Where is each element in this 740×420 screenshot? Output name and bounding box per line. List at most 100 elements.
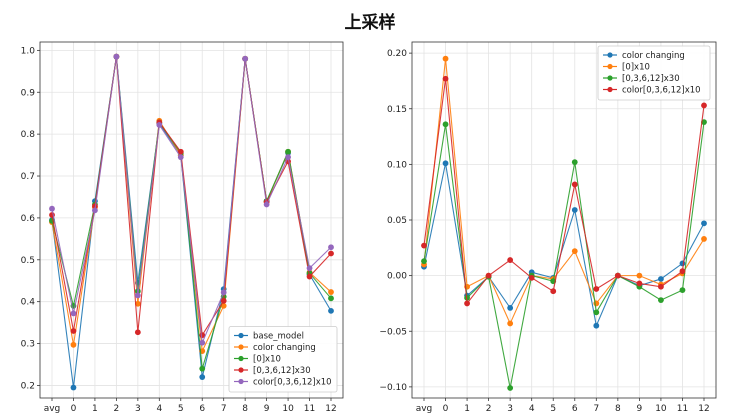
y-tick-label: 0.00	[387, 272, 407, 282]
data-point	[285, 154, 291, 161]
data-point	[134, 300, 141, 307]
x-tick-label: 3	[135, 404, 141, 414]
legend-label: base_model	[253, 332, 304, 342]
data-point	[485, 272, 492, 279]
data-point	[593, 322, 600, 329]
data-point	[593, 309, 600, 316]
data-point	[92, 203, 98, 210]
legend-label: color changing	[622, 51, 685, 61]
legend-label: color[0,3,6,12]x10	[622, 86, 701, 96]
legend-box	[597, 45, 711, 101]
legend-swatch-marker	[607, 86, 613, 93]
legend-label: [0]x10	[622, 63, 650, 73]
x-tick-label: 1	[92, 404, 98, 414]
x-tick-label: 9	[637, 404, 643, 414]
data-point	[614, 272, 621, 279]
data-point	[421, 242, 427, 249]
x-tick-label: 3	[507, 404, 513, 414]
data-point	[679, 260, 686, 267]
x-tick-label: 11	[677, 404, 688, 414]
data-point	[70, 328, 77, 334]
data-point	[658, 276, 664, 282]
series-line-4	[51, 56, 332, 337]
x-tick-label: 1	[464, 404, 470, 414]
legend-swatch-marker	[607, 75, 613, 81]
y-tick-label: 0.6	[21, 214, 36, 224]
x-tick-label: 12	[325, 404, 336, 414]
data-point	[156, 122, 163, 128]
x-tick-label: 4	[529, 404, 535, 414]
y-tick-label: 1.0	[21, 46, 36, 56]
y-tick-label: 0.3	[21, 340, 35, 350]
x-tick-label: 11	[304, 404, 315, 414]
data-point	[464, 300, 470, 307]
data-point	[507, 320, 514, 327]
data-point	[70, 341, 77, 348]
series-line-3	[423, 122, 705, 389]
legend-label: color[0,3,6,12]x10	[253, 378, 332, 388]
legend-label: [0,3,6,12]x30	[622, 74, 680, 84]
x-tick-label: avg	[416, 404, 433, 414]
y-tick-label: 0.05	[387, 216, 407, 226]
data-point	[328, 295, 334, 302]
data-point	[442, 160, 449, 167]
y-tick-label: 0.7	[21, 172, 35, 182]
data-point	[442, 55, 449, 62]
data-point	[658, 283, 664, 290]
x-tick-label: 12	[698, 404, 709, 414]
data-point	[49, 205, 55, 212]
legend-box	[228, 326, 338, 393]
data-point	[70, 384, 77, 391]
y-tick-label: 0.15	[387, 105, 407, 115]
x-tick-label: 0	[71, 404, 77, 414]
data-point	[571, 248, 578, 255]
data-point	[220, 297, 227, 304]
data-point	[199, 365, 206, 372]
data-point	[113, 53, 120, 60]
y-tick-label: 0.2	[21, 381, 35, 391]
data-point	[507, 257, 514, 263]
data-point	[571, 207, 578, 213]
x-tick-label: avg	[44, 404, 61, 414]
legend-label: [0]x10	[253, 355, 281, 365]
x-tick-label: 7	[593, 404, 599, 414]
data-point	[528, 274, 535, 281]
legend-swatch-marker	[238, 344, 244, 350]
data-point	[70, 310, 77, 317]
x-tick-label: 7	[221, 404, 227, 414]
x-tick-label: 6	[572, 404, 578, 414]
data-point	[507, 385, 514, 391]
x-tick-label: 6	[199, 404, 205, 414]
data-point	[328, 307, 334, 314]
legend-swatch-marker	[607, 52, 613, 58]
legend-swatch-marker	[238, 378, 244, 385]
x-tick-label: 5	[550, 404, 556, 414]
series-line-2	[423, 58, 705, 325]
x-tick-label: 2	[114, 404, 120, 414]
data-point	[199, 339, 206, 346]
plot-frame	[39, 41, 344, 399]
data-point	[328, 244, 334, 251]
x-tick-label: 0	[443, 404, 449, 414]
series-line-5	[51, 56, 332, 345]
data-point	[242, 55, 249, 62]
x-tick-label: 4	[156, 404, 162, 414]
y-tick-label: −0.05	[379, 327, 407, 337]
data-point	[285, 148, 291, 155]
data-point	[328, 250, 334, 257]
data-point	[550, 288, 557, 295]
data-point	[593, 286, 600, 292]
data-point	[306, 265, 313, 272]
data-point	[442, 121, 449, 128]
data-point	[571, 159, 578, 166]
x-tick-label: 8	[615, 404, 621, 414]
data-point	[442, 75, 449, 82]
data-point	[306, 273, 313, 280]
data-point	[199, 374, 206, 380]
y-tick-label: −0.10	[379, 383, 407, 393]
data-point	[263, 201, 270, 208]
data-point	[92, 207, 98, 214]
data-point	[220, 289, 227, 296]
data-point	[701, 102, 707, 109]
